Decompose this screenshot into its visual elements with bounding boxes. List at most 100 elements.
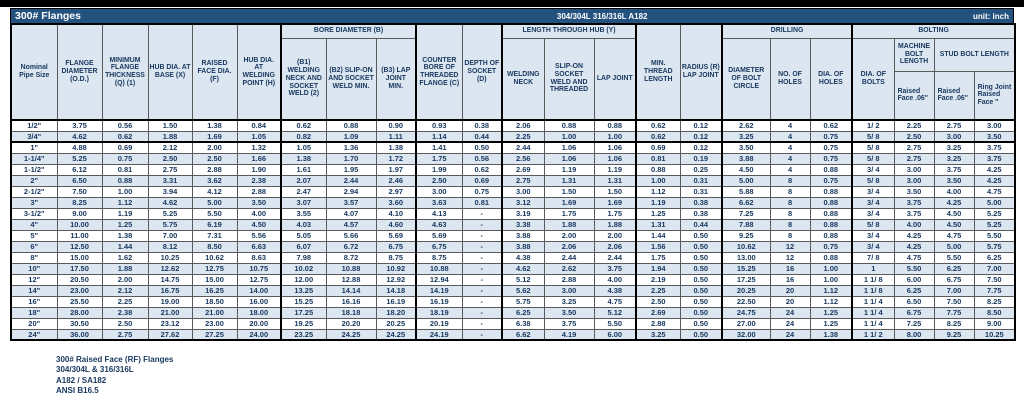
value-cell: 0.82 <box>280 130 327 143</box>
value-cell: 0.44 <box>679 218 723 231</box>
value-cell: 0.38 <box>461 119 503 132</box>
value-cell: 0.50 <box>679 240 723 253</box>
flange-dimensions-table: Nominal Pipe Size FLANGE DIAMETER (O.D.)… <box>10 23 1017 341</box>
group-header-bore-diameter: BORE DIAMETER (B) <box>279 23 417 39</box>
value-cell: 1.11 <box>375 130 417 143</box>
value-cell: 3/ 4 <box>851 207 895 220</box>
pipe-size-cell: 18" <box>10 306 58 319</box>
table-row: 12" 20.50 2.00 14.75 15.00 12.75 12.00 12.88 12.… <box>10 273 1016 286</box>
value-cell: 4 <box>769 130 811 143</box>
group-header-drilling: DRILLING <box>721 23 853 39</box>
value-cell: 1.95 <box>325 163 377 176</box>
value-cell: 5.75 <box>501 295 545 308</box>
value-cell: 1.00 <box>809 262 853 275</box>
value-cell: 3.75 <box>973 141 1016 154</box>
col-header-b1: (B1) WELDING NECK AND SOCKET WELD (2) <box>280 37 327 121</box>
value-cell: 4.38 <box>593 284 637 297</box>
col-header-no-of-holes: NO. OF HOLES <box>769 37 811 121</box>
value-cell: 16.19 <box>375 295 417 308</box>
value-cell: 16.75 <box>147 284 193 297</box>
value-cell: 6.12 <box>56 163 103 176</box>
material-grades-label: 304/304L 316/316L A182 <box>556 11 648 21</box>
value-cell: 18.50 <box>191 295 238 308</box>
pipe-size-cell: 20" <box>10 317 58 330</box>
value-cell: 0.88 <box>593 119 637 132</box>
page-title: 300# Flanges <box>15 10 81 22</box>
value-cell: 1.50 <box>543 185 595 198</box>
value-cell: 1.19 <box>101 207 149 220</box>
value-cell: 16.00 <box>236 295 282 308</box>
value-cell: 7.98 <box>280 251 327 264</box>
value-cell: 23.12 <box>147 317 193 330</box>
value-cell: 5/ 8 <box>851 141 895 154</box>
table-row: 4" 10.00 1.25 5.75 6.19 4.50 4.03 4.57 4.60 4.63-… <box>10 218 1016 231</box>
value-cell: 1 <box>851 262 895 275</box>
value-cell: 5.25 <box>56 152 103 165</box>
col-header-machine-bolt-length: MACHINE BOLT LENGTH <box>893 37 935 72</box>
value-cell: 2.75 <box>501 174 545 187</box>
value-cell: 1.41 <box>415 141 463 154</box>
value-cell: 8.25 <box>933 317 975 330</box>
value-cell: 6.38 <box>501 317 545 330</box>
value-cell: 4.00 <box>893 218 935 231</box>
value-cell: 1 1/ 4 <box>851 295 895 308</box>
value-cell: 6.00 <box>593 328 637 341</box>
value-cell: 3.94 <box>147 185 193 198</box>
value-cell: 20.00 <box>236 317 282 330</box>
value-cell: 1.38 <box>191 119 238 132</box>
pipe-size-cell: 1-1/4" <box>10 152 58 165</box>
value-cell: 2.46 <box>375 174 417 187</box>
value-cell: 0.88 <box>809 196 853 209</box>
value-cell: 3.25 <box>635 328 681 341</box>
value-cell: 2.75 <box>933 119 975 132</box>
value-cell: 3.00 <box>893 163 935 176</box>
footnote-line: ANSI B16.5 <box>56 386 99 396</box>
value-cell: 2.50 <box>191 152 238 165</box>
value-cell: 0.44 <box>461 130 503 143</box>
value-cell: 7.31 <box>191 229 238 242</box>
value-cell: 1.06 <box>593 152 637 165</box>
value-cell: 1.88 <box>147 130 193 143</box>
value-cell: 0.38 <box>679 196 723 209</box>
col-header-radius-lap-joint: RADIUS (R) LAP JOINT <box>679 23 723 121</box>
value-cell: 0.50 <box>679 317 723 330</box>
value-cell: 4.57 <box>325 218 377 231</box>
value-cell: 6.75 <box>933 273 975 286</box>
col-header-nominal-pipe-size: Nominal Pipe Size <box>10 23 58 121</box>
value-cell: 6.63 <box>236 240 282 253</box>
pipe-size-cell: 2" <box>10 174 58 187</box>
value-cell: 3.75 <box>893 207 935 220</box>
value-cell: 6.25 <box>501 306 545 319</box>
value-cell: 2.06 <box>543 240 595 253</box>
value-cell: 5.50 <box>893 262 935 275</box>
value-cell: 1.00 <box>101 185 149 198</box>
table-row: 14" 23.00 2.12 16.75 16.25 14.00 13.25 14.14 14.… <box>10 284 1016 297</box>
value-cell: 4.88 <box>56 141 103 154</box>
value-cell: 24 <box>769 306 811 319</box>
value-cell: 1.72 <box>375 152 417 165</box>
pipe-size-cell: 3-1/2" <box>10 207 58 220</box>
value-cell: 3.31 <box>147 174 193 187</box>
value-cell: 1.38 <box>101 229 149 242</box>
value-cell: 2.88 <box>191 163 238 176</box>
value-cell: 4.50 <box>933 218 975 231</box>
value-cell: 1.25 <box>809 317 853 330</box>
value-cell: 27.00 <box>721 317 771 330</box>
table-row: 5" 11.00 1.38 7.00 7.31 5.56 5.05 5.66 5.69 5.69-… <box>10 229 1016 242</box>
value-cell: 5.25 <box>973 218 1016 231</box>
value-cell: 1.12 <box>809 295 853 308</box>
value-cell: 7.50 <box>973 273 1016 286</box>
value-cell: 10.62 <box>191 251 238 264</box>
value-cell: 18.20 <box>375 306 417 319</box>
value-cell: 23.25 <box>280 328 327 341</box>
value-cell: 5/ 8 <box>851 174 895 187</box>
value-cell: - <box>461 284 503 297</box>
value-cell: 8 <box>769 174 811 187</box>
value-cell: 24.25 <box>325 328 377 341</box>
value-cell: 9.25 <box>933 328 975 341</box>
value-cell: 2.07 <box>280 174 327 187</box>
value-cell: 5.25 <box>973 207 1016 220</box>
value-cell: 4.07 <box>325 207 377 220</box>
value-cell: 1.69 <box>191 130 238 143</box>
value-cell: 1.70 <box>325 152 377 165</box>
